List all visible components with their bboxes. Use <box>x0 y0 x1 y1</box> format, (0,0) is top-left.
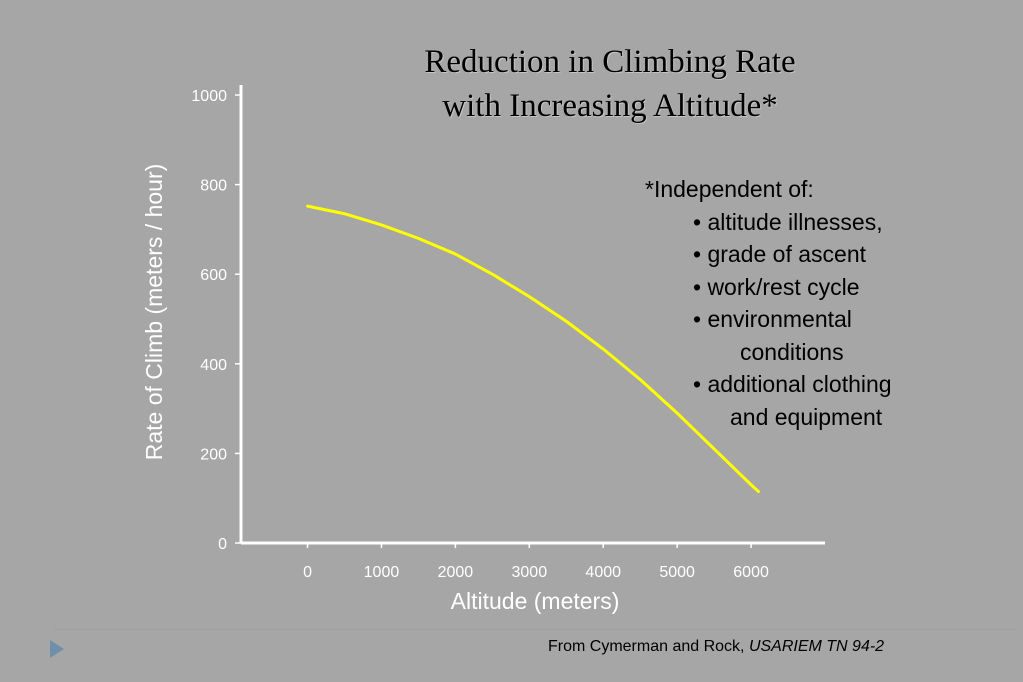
title-line-1: Reduction in Climbing Rate <box>424 44 796 80</box>
footnote-item-continuation: and equipment <box>730 403 883 430</box>
x-tick-label: 2000 <box>438 564 474 581</box>
y-tick-label: 1000 <box>191 88 227 105</box>
x-tick-label: 0 <box>303 564 312 581</box>
x-tick-label: 4000 <box>585 564 621 581</box>
source-reference: USARIEM TN 94-2 <box>748 638 885 655</box>
x-tick-label: 3000 <box>512 564 548 581</box>
x-axis-label: Altitude (meters) <box>451 588 620 614</box>
x-tick-label: 5000 <box>659 564 695 581</box>
y-tick-label: 200 <box>200 446 227 463</box>
footnote-item: • environmental <box>693 306 852 332</box>
play-arrow-icon <box>50 640 64 658</box>
source-prefix: From Cymerman and Rock, <box>548 638 749 655</box>
chart-title: Reduction in Climbing Rate with Increasi… <box>340 40 880 128</box>
y-tick-label: 400 <box>200 357 227 374</box>
x-tick-label: 1000 <box>364 564 400 581</box>
footnote-item-continuation: conditions <box>740 338 844 365</box>
title-line-2: with Increasing Altitude* <box>442 88 778 124</box>
y-tick-label: 800 <box>200 178 227 195</box>
footnote-list: *Independent of: • altitude illnesses, •… <box>600 173 980 433</box>
footnote-item: • grade of ascent <box>693 241 866 267</box>
series-line <box>306 204 760 493</box>
footnote-item: • additional clothing <box>693 371 892 397</box>
y-tick-label: 0 <box>218 536 227 553</box>
y-tick-label: 600 <box>200 267 227 284</box>
footnote-item: • altitude illnesses, <box>693 208 883 235</box>
footnote-item: • work/rest cycle <box>693 273 860 300</box>
y-axis-label: Rate of Climb (meters / hour) <box>141 164 167 461</box>
source-citation: From Cymerman and Rock, USARIEM TN 94-2 <box>548 638 884 656</box>
divider <box>55 629 1015 630</box>
footnote-heading: *Independent of: <box>645 176 814 202</box>
x-tick-label: 6000 <box>733 564 769 581</box>
